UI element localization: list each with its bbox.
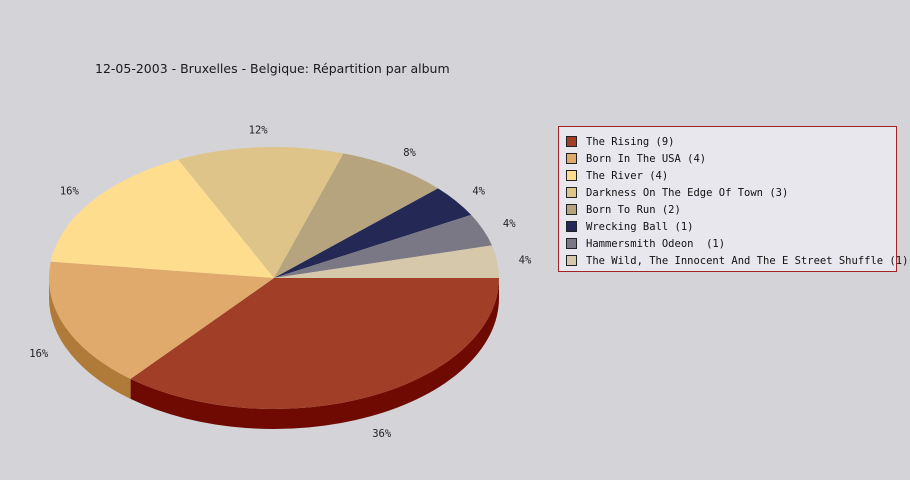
pie-slice-0 (130, 278, 500, 409)
legend-label: Born To Run (2) (586, 203, 681, 216)
legend-swatch (566, 136, 577, 147)
legend-label: Born In The USA (4) (586, 152, 707, 165)
legend-swatch (566, 255, 577, 266)
pie-percent-label-7: 4% (519, 254, 532, 266)
legend-label: Darkness On The Edge Of Town (3) (586, 186, 789, 199)
legend-item: Darkness On The Edge Of Town (3) (566, 184, 896, 201)
pie-slice-3 (178, 147, 344, 278)
legend-item: Born To Run (2) (566, 201, 896, 218)
legend-label: Wrecking Ball (1) (586, 220, 694, 233)
pie-percent-label-2: 16% (60, 185, 80, 197)
legend-item: The Wild, The Innocent And The E Street … (566, 252, 908, 269)
legend-swatch (566, 204, 577, 215)
pie-slices (49, 147, 500, 409)
chart-title: 12-05-2003 - Bruxelles - Belgique: Répar… (95, 61, 450, 76)
legend-label: The Rising (9) (586, 135, 675, 148)
legend-swatch (566, 187, 577, 198)
legend-item: Hammersmith Odeon (1) (566, 235, 896, 252)
pie-slice-7 (274, 245, 499, 278)
pie-percent-label-0: 36% (372, 428, 392, 440)
pie-percent-label-4: 8% (403, 147, 416, 159)
pie-percent-label-5: 4% (472, 185, 485, 197)
pie-percent-label-6: 4% (503, 218, 516, 230)
legend-item: The Rising (9) (566, 133, 896, 150)
legend-item: The River (4) (566, 167, 896, 184)
pie-slice-2 (50, 159, 274, 278)
legend-swatch (566, 170, 577, 181)
legend: The Rising (9) Born In The USA (4) The Riv… (558, 126, 908, 272)
pie-slice-4 (274, 153, 439, 278)
pie-side-0 (130, 278, 500, 429)
legend-swatch (566, 153, 577, 164)
pie-slice-1 (49, 261, 275, 379)
legend-label: The Wild, The Innocent And The E Street … (586, 254, 909, 267)
pie-slice-5 (274, 188, 472, 278)
legend-label: The River (4) (586, 169, 669, 182)
pie-percent-label-1: 16% (29, 348, 49, 360)
legend-label: Hammersmith Odeon (1) (586, 237, 726, 250)
legend-swatch (566, 238, 577, 249)
legend-swatch (566, 221, 577, 232)
pie-slice-6 (274, 214, 492, 278)
pie-percent-labels: 36% 16% 16% 12% 8% 4% 4% 4% (29, 124, 532, 440)
legend-item: Wrecking Ball (1) (566, 218, 896, 235)
pie-sides (49, 278, 500, 429)
pie-side-1 (49, 278, 131, 399)
legend-item: Born In The USA (4) (566, 150, 896, 167)
pie-percent-label-3: 12% (249, 124, 269, 136)
